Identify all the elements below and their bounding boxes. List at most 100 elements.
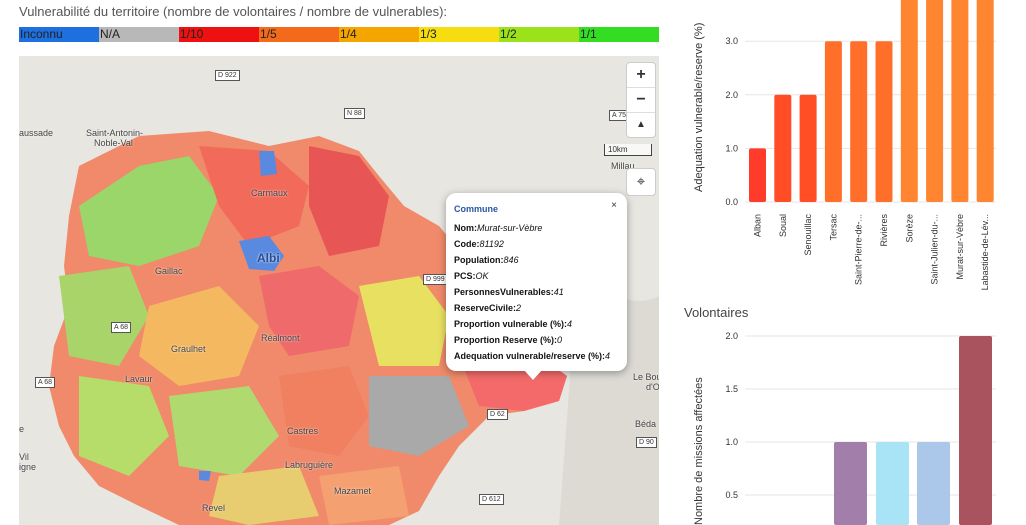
zoom-out-button[interactable]: − <box>627 88 655 113</box>
y-tick-label: 1.0 <box>725 437 738 447</box>
legend-item-1-4: 1/4 <box>339 27 419 42</box>
y-tick-label: 0.5 <box>725 490 738 500</box>
reset-north-button[interactable]: ▲ <box>636 119 646 130</box>
place-label: Saint-Antonin- <box>86 128 144 138</box>
place-label: Réalmont <box>261 333 300 343</box>
legend-item-1-5: 1/5 <box>259 27 339 42</box>
bar[interactable] <box>917 442 950 525</box>
page-title: Vulnerabilité du territoire (nombre de v… <box>19 4 448 19</box>
bar[interactable] <box>834 442 867 525</box>
popup-row: PCS:OK <box>454 268 627 284</box>
popup-key: Population: <box>454 255 504 265</box>
popup-row: PersonnesVulnerables:41 <box>454 284 627 300</box>
popup-value: Murat-sur-Vèbre <box>477 223 543 233</box>
x-tick-label: Labastide-de-Lév... <box>980 214 990 290</box>
place-label: Revel <box>202 503 226 513</box>
place-label: igne <box>19 462 37 472</box>
bar[interactable] <box>959 336 992 525</box>
road-label: D 999 <box>423 274 448 285</box>
popup-key: ReserveCivile: <box>454 303 517 313</box>
place-label: Noble-Val <box>94 138 133 148</box>
popup-tip <box>524 370 542 380</box>
popup-key: Proportion Reserve (%): <box>454 335 558 345</box>
bar[interactable] <box>824 41 842 203</box>
bar[interactable] <box>799 94 817 202</box>
road-label: N 88 <box>344 108 365 119</box>
x-tick-label: Murat-sur-Vèbre <box>955 214 965 280</box>
bar[interactable] <box>951 0 969 202</box>
popup-value: 4 <box>605 351 611 361</box>
place-label: Graulhet <box>171 344 206 354</box>
bar[interactable] <box>875 41 893 203</box>
bar[interactable] <box>850 41 868 203</box>
popup-value: 846 <box>503 255 519 265</box>
x-tick-label: Senouillac <box>803 214 813 256</box>
close-icon[interactable]: × <box>611 200 617 211</box>
bar[interactable] <box>976 0 994 202</box>
popup-key: PersonnesVulnerables: <box>454 287 554 297</box>
bar[interactable] <box>749 148 766 202</box>
popup-row: Adequation vulnerable/reserve (%):4 <box>454 348 627 364</box>
popup-value: 41 <box>553 287 564 297</box>
x-tick-label: Soual <box>778 214 788 237</box>
place-label: Gaillac <box>155 266 183 276</box>
map-scale: 10km <box>604 144 652 156</box>
chart2-ylabel: Nombre de missions affectées <box>693 377 705 525</box>
place-label: Mazamet <box>334 486 372 496</box>
road-label: D 62 <box>487 409 508 420</box>
map-canvas[interactable] <box>19 56 659 525</box>
popup-row: Code:81192 <box>454 236 627 252</box>
bar[interactable] <box>926 0 944 202</box>
place-label: Lavaur <box>125 374 153 384</box>
popup-row: Proportion Reserve (%):0 <box>454 332 627 348</box>
place-label: Béda <box>635 419 657 429</box>
x-tick-label: Saint-Julien-du-... <box>930 214 940 285</box>
y-tick-label: 2.0 <box>725 90 738 100</box>
vulnerability-legend: Inconnu N/A 1/10 1/5 1/4 1/3 1/2 1/1 <box>19 27 659 42</box>
y-tick-label: 1.0 <box>725 143 738 153</box>
popup-key: PCS: <box>454 271 476 281</box>
place-label: d'O <box>646 382 659 392</box>
popup-row: ReserveCivile:2 <box>454 300 627 316</box>
popup-value: 81192 <box>479 239 504 249</box>
legend-item-inconnu: Inconnu <box>19 27 99 42</box>
road-label: D 612 <box>479 494 504 505</box>
x-tick-label: Tersac <box>828 214 838 241</box>
place-label: Vil <box>19 452 29 462</box>
popup-value: 0 <box>557 335 563 345</box>
popup-key: Code: <box>454 239 480 249</box>
place-label: aussade <box>19 128 54 138</box>
x-tick-label: Rivières <box>879 214 889 247</box>
bar[interactable] <box>900 0 918 202</box>
territory-map[interactable]: D 922 N 88 A 75 D 999 A 68 A 68 D 62 D 6… <box>19 56 659 525</box>
popup-value: 2 <box>516 303 522 313</box>
road-label: D 922 <box>215 70 240 81</box>
place-label: e <box>19 424 25 434</box>
place-label: Le Bou <box>633 372 659 382</box>
bar[interactable] <box>774 94 792 202</box>
popup-value: 4 <box>567 319 573 329</box>
adequation-chart: 3.0 2.0 1.0 0.0 Alban Soual Senouillac Tersac Sa… <box>725 0 996 290</box>
popup-key: Nom: <box>454 223 477 233</box>
road-label: D 90 <box>636 437 657 448</box>
popup-title: Commune <box>454 204 499 214</box>
x-tick-label: Saint-Pierre-de-... <box>854 214 864 285</box>
chart1-ylabel: Adequation vulnerable/reserve (%) <box>693 22 705 192</box>
popup-row: Nom:Murat-sur-Vèbre <box>454 220 627 236</box>
road-label: A 68 <box>111 322 132 333</box>
locate-icon[interactable]: ⌖ <box>626 168 656 196</box>
legend-item-1-1: 1/1 <box>579 27 659 42</box>
volontaires-title: Volontaires <box>684 305 749 320</box>
y-tick-label: 3.0 <box>725 36 738 46</box>
place-label: Castres <box>287 426 319 436</box>
popup-row: Population:846 <box>454 252 627 268</box>
zoom-in-button[interactable]: + <box>627 63 655 88</box>
x-tick-label: Sorèze <box>904 214 914 243</box>
place-label: Carmaux <box>251 188 288 198</box>
x-tick-label: Alban <box>753 214 763 237</box>
popup-value: OK <box>475 271 489 281</box>
legend-item-1-3: 1/3 <box>419 27 499 42</box>
legend-item-na: N/A <box>99 27 179 42</box>
popup-row: Proportion vulnerable (%):4 <box>454 316 627 332</box>
bar[interactable] <box>876 442 909 525</box>
